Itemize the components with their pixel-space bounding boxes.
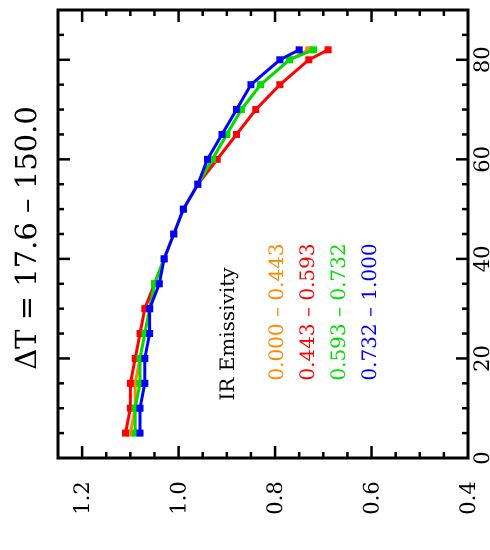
data-point xyxy=(324,46,332,54)
data-point xyxy=(218,130,226,138)
data-point xyxy=(141,305,149,313)
data-point xyxy=(136,404,144,412)
data-point xyxy=(170,230,178,238)
data-point xyxy=(126,404,134,412)
y-tick-label: 0.6 xyxy=(360,481,384,514)
data-point xyxy=(141,354,149,362)
series-4 xyxy=(136,46,303,437)
y-tick-label: 0.4 xyxy=(456,481,480,514)
data-point xyxy=(141,379,149,387)
y-tick-label: 1.2 xyxy=(70,481,94,514)
legend-title: IR Emissivity xyxy=(215,267,239,401)
data-point xyxy=(295,46,303,54)
legend-entry: 0.443 – 0.593 xyxy=(295,243,319,380)
x-tick-label: 60 xyxy=(470,146,490,173)
data-point xyxy=(237,106,245,114)
data-point xyxy=(160,255,168,263)
data-point xyxy=(208,155,216,163)
data-point xyxy=(136,354,144,362)
data-point xyxy=(155,280,163,288)
text-layer: 0 20 40 60 80 0.4 0.6 0.8 1.0 1.2 ΔT = 17.6 – 150.… xyxy=(9,46,490,514)
data-point xyxy=(194,180,202,188)
series-layer xyxy=(122,46,332,437)
legend-entry: 0.593 – 0.732 xyxy=(326,243,350,380)
data-point xyxy=(305,46,313,54)
data-point xyxy=(257,81,265,89)
data-point xyxy=(131,404,139,412)
data-point xyxy=(131,429,139,437)
data-point xyxy=(204,155,212,163)
chart-title: ΔT = 17.6 – 150.0 xyxy=(9,106,43,370)
y-tick-label: 0.8 xyxy=(263,481,287,514)
x-tick-label: 20 xyxy=(470,345,490,372)
data-point xyxy=(136,330,144,338)
data-point xyxy=(136,429,144,437)
data-point xyxy=(310,46,318,54)
data-point xyxy=(150,280,158,288)
data-point xyxy=(276,81,284,89)
axes xyxy=(56,8,470,460)
legend-entry: 0.732 – 1.000 xyxy=(357,243,381,380)
data-point xyxy=(179,205,187,213)
data-point xyxy=(126,379,134,387)
data-point xyxy=(131,379,139,387)
y-tick-label: 1.0 xyxy=(167,481,191,514)
data-point xyxy=(141,330,149,338)
data-point xyxy=(126,429,134,437)
data-point xyxy=(136,379,144,387)
legend-entry: 0.000 – 0.443 xyxy=(264,243,288,380)
data-point xyxy=(252,106,260,114)
data-point xyxy=(232,106,240,114)
data-point xyxy=(131,354,139,362)
data-point xyxy=(122,429,130,437)
x-tick-label: 0 xyxy=(470,451,490,464)
data-point xyxy=(146,330,154,338)
data-point xyxy=(223,130,231,138)
x-tick-label: 80 xyxy=(470,46,490,73)
data-point xyxy=(232,130,240,138)
data-point xyxy=(247,81,255,89)
x-tick-label: 40 xyxy=(470,246,490,273)
data-point xyxy=(213,155,221,163)
data-point xyxy=(286,56,294,64)
data-point xyxy=(276,56,284,64)
data-point xyxy=(146,305,154,313)
plot-frame xyxy=(56,8,470,460)
data-point xyxy=(305,56,313,64)
